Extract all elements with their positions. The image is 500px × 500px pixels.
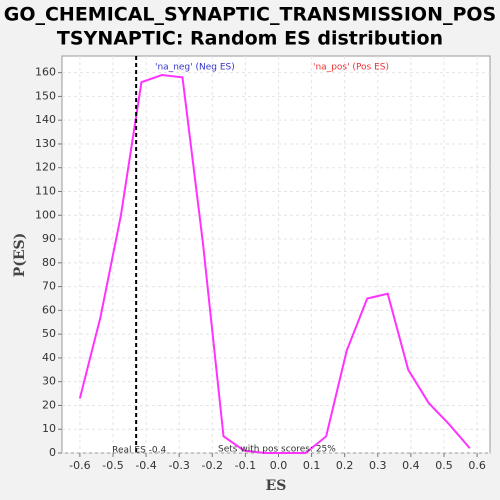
series-line	[78, 73, 471, 454]
x-tick-label: -0.3	[168, 459, 189, 472]
y-tick-label: 140	[35, 113, 56, 126]
y-tick-label: 40	[42, 351, 56, 364]
y-tick-label: 30	[42, 375, 56, 388]
reference-label: Real ES -0.4	[112, 446, 166, 456]
y-tick-label: 70	[42, 280, 56, 293]
x-tick-label: 0.3	[369, 459, 387, 472]
y-tick-label: 50	[42, 327, 56, 340]
y-tick-label: 90	[42, 232, 56, 245]
y-axis-label: P(ES)	[12, 233, 28, 278]
y-tick-label: 20	[42, 398, 56, 411]
x-tick-label: -0.4	[135, 459, 156, 472]
y-tick-label: 100	[35, 208, 56, 221]
y-tick-label: 130	[35, 137, 56, 150]
y-tick-label: 0	[49, 446, 56, 459]
x-tick-label: -0.2	[202, 459, 223, 472]
x-tick-label: -0.1	[235, 459, 256, 472]
y-tick-label: 10	[42, 422, 56, 435]
y-tick-label: 120	[35, 161, 56, 174]
x-tick-label: 0.4	[402, 459, 420, 472]
y-tick-label: 60	[42, 303, 56, 316]
x-axis-label: ES	[266, 478, 287, 494]
y-tick-label: 80	[42, 256, 56, 269]
annotation: 'na_neg' (Neg ES)	[155, 63, 235, 73]
chart-title: GO_CHEMICAL_SYNAPTIC_TRANSMISSION_POS	[4, 4, 497, 26]
x-tick-label: 0.6	[468, 459, 486, 472]
x-tick-label: -0.6	[69, 459, 90, 472]
x-tick-label: -0.5	[102, 459, 123, 472]
chart-title: TSYNAPTIC: Random ES distribution	[57, 28, 443, 50]
x-tick-label: 0.2	[336, 459, 354, 472]
y-tick-label: 160	[35, 66, 56, 79]
plot-area	[61, 55, 491, 454]
x-tick-label: 0.1	[303, 459, 321, 472]
y-tick-label: 150	[35, 89, 56, 102]
annotation: 'na_pos' (Pos ES)	[313, 63, 389, 73]
x-tick-label: 0.0	[270, 459, 288, 472]
y-tick-label: 110	[35, 185, 56, 198]
x-tick-label: 0.5	[435, 459, 453, 472]
annotation: Sets with pos scores: 25%	[218, 445, 336, 455]
